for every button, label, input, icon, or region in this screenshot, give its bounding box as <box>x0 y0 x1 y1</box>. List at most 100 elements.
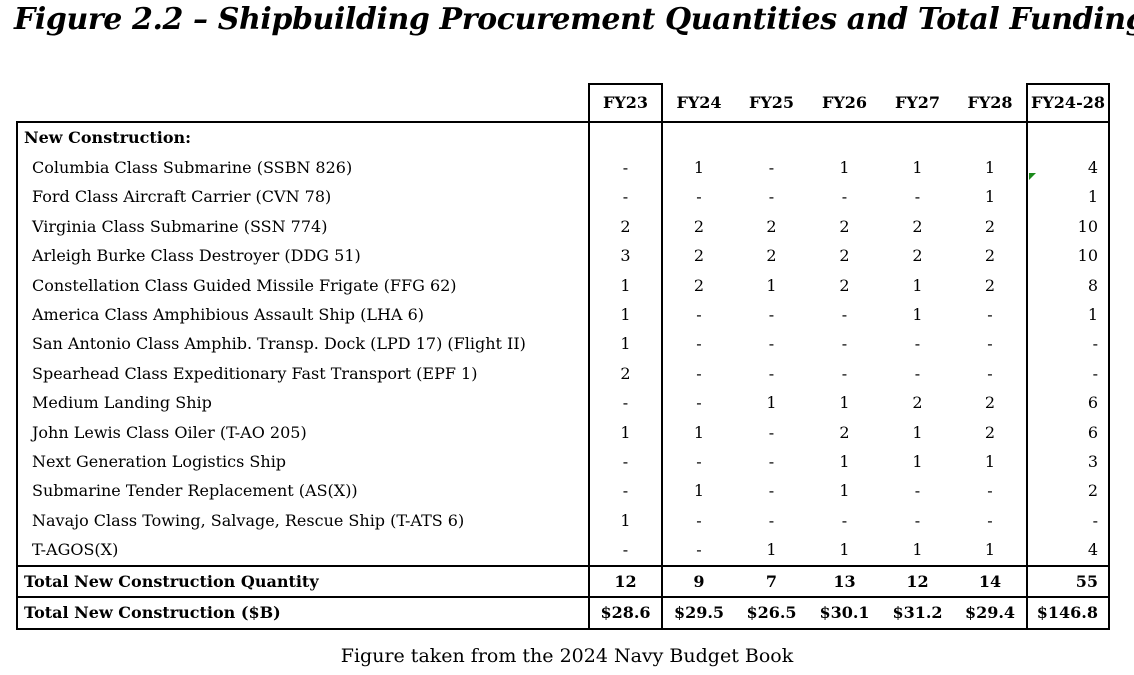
row-value: - <box>768 363 775 383</box>
column-header-fy23: FY23 <box>588 83 663 122</box>
row-value: 1 <box>589 329 663 359</box>
total-value: 14 <box>954 565 1028 599</box>
row-value: 2 <box>839 422 850 442</box>
row-value: 1 <box>735 535 808 567</box>
row-value: - <box>589 476 663 506</box>
row-value: 2 <box>839 246 850 266</box>
total-label: Total New Construction ($B) <box>16 597 590 630</box>
header-row: FY23 FY24 FY25 FY26 FY27 FY28 FY24-28 <box>17 83 1110 122</box>
row-value: 2 <box>693 216 705 236</box>
row-value: - <box>696 510 702 530</box>
row-value: 2 <box>912 393 923 413</box>
row-value: 1 <box>1027 300 1110 330</box>
row-value: 2 <box>912 246 923 266</box>
column-header-fy28: FY28 <box>954 84 1028 122</box>
total-value: $30.1 <box>808 597 881 630</box>
row-value: 1 <box>839 393 850 413</box>
row-value: 1 <box>839 158 850 177</box>
row-label: Constellation Class Guided Missile Friga… <box>16 270 590 301</box>
total-row: Total New Construction ($B) $28.6 $29.5 $26… <box>16 597 1110 630</box>
total-value: 9 <box>662 565 735 599</box>
row-value: 1 <box>693 422 705 442</box>
row-label: T-AGOS(X) <box>16 535 590 567</box>
row-value: 2 <box>589 358 663 389</box>
row-value: 2 <box>954 211 1028 242</box>
table-row: Spearhead Class Expeditionary Fast Trans… <box>16 358 1110 389</box>
row-value: 1 <box>954 447 1028 477</box>
row-value: 2 <box>766 216 777 236</box>
row-value: - <box>954 329 1028 359</box>
total-value: $29.4 <box>954 597 1028 630</box>
table-row: Virginia Class Submarine (SSN 774) 2 2 2 2 2 2… <box>16 211 1110 242</box>
row-label: Arleigh Burke Class Destroyer (DDG 51) <box>16 241 590 271</box>
total-value: $26.5 <box>735 597 808 630</box>
table-row: Arleigh Burke Class Destroyer (DDG 51) 3 2… <box>16 241 1110 271</box>
row-value: 4 <box>1027 153 1110 183</box>
table-row: San Antonio Class Amphib. Transp. Dock (… <box>16 329 1110 359</box>
row-value: - <box>589 388 663 418</box>
column-header-fy26: FY26 <box>821 92 868 112</box>
row-value: 10 <box>1027 241 1110 271</box>
row-value: 2 <box>766 246 777 266</box>
figure-caption: Figure taken from the 2024 Navy Budget B… <box>340 645 794 667</box>
row-value: 6 <box>1027 417 1110 448</box>
row-value: - <box>954 505 1028 536</box>
row-value: 1 <box>589 300 663 330</box>
row-value: 1 <box>589 417 663 448</box>
row-value: 1 <box>589 505 663 536</box>
row-value: 1 <box>912 422 923 442</box>
row-value: - <box>662 535 735 567</box>
row-value: 1 <box>881 535 954 567</box>
row-label: America Class Amphibious Assault Ship (L… <box>16 300 590 330</box>
row-value: - <box>696 305 702 325</box>
row-value: 2 <box>954 270 1028 301</box>
figure-title: Figure 2.2 – Shipbuilding Procurement Qu… <box>14 2 1134 37</box>
row-value: - <box>696 334 702 354</box>
row-value: 2 <box>589 211 663 242</box>
row-label: John Lewis Class Oiler (T-AO 205) <box>16 417 590 448</box>
row-value: - <box>914 363 921 383</box>
row-value: 1 <box>912 275 923 295</box>
table-row: Navajo Class Towing, Salvage, Rescue Shi… <box>16 505 1110 536</box>
total-value: $31.2 <box>881 597 954 630</box>
row-value: 1 <box>954 182 1028 212</box>
row-label: Navajo Class Towing, Salvage, Rescue Shi… <box>16 505 590 536</box>
row-value: 3 <box>1027 447 1110 477</box>
row-value: 1 <box>808 535 881 567</box>
row-value: - <box>768 187 775 207</box>
row-value: - <box>841 187 848 207</box>
row-value: - <box>841 510 848 530</box>
row-value: - <box>914 481 921 501</box>
row-label: Next Generation Logistics Ship <box>16 447 590 477</box>
row-value: 1 <box>954 535 1028 567</box>
row-value: - <box>768 158 775 177</box>
table-row: John Lewis Class Oiler (T-AO 205) 1 1-2 1 2 6 <box>16 417 1110 448</box>
row-value: 2 <box>839 275 850 295</box>
row-value: - <box>914 187 921 207</box>
total-value: $28.6 <box>589 597 663 630</box>
row-value: 6 <box>1027 388 1110 418</box>
row-value: 10 <box>1027 211 1110 242</box>
table-row: T-AGOS(X) - -1 1 1 1 4 <box>16 535 1110 567</box>
total-label: Total New Construction Quantity <box>16 565 590 599</box>
column-header-fy24: FY24 <box>676 92 722 112</box>
row-value: - <box>589 153 663 183</box>
table-row: Next Generation Logistics Ship - - -1 1 1 3 <box>16 447 1110 477</box>
row-label: Spearhead Class Expeditionary Fast Trans… <box>16 358 590 389</box>
row-value: - <box>768 452 775 472</box>
table-row: Ford Class Aircraft Carrier (CVN 78) - - - -… <box>16 182 1110 212</box>
row-value: - <box>954 358 1028 389</box>
row-value: 1 <box>912 158 923 177</box>
row-value: - <box>589 182 663 212</box>
total-value: 12 <box>589 565 663 599</box>
row-value: - <box>841 334 848 354</box>
row-label: Virginia Class Submarine (SSN 774) <box>16 211 590 242</box>
row-value: - <box>914 510 921 530</box>
row-value: - <box>696 187 702 207</box>
table-row: America Class Amphibious Assault Ship (L… <box>16 300 1110 330</box>
row-value: - <box>589 535 663 567</box>
total-value: $146.8 <box>1027 597 1110 630</box>
row-value: - <box>841 305 848 325</box>
row-value: 1 <box>954 153 1028 183</box>
row-label: Ford Class Aircraft Carrier (CVN 78) <box>16 182 590 212</box>
